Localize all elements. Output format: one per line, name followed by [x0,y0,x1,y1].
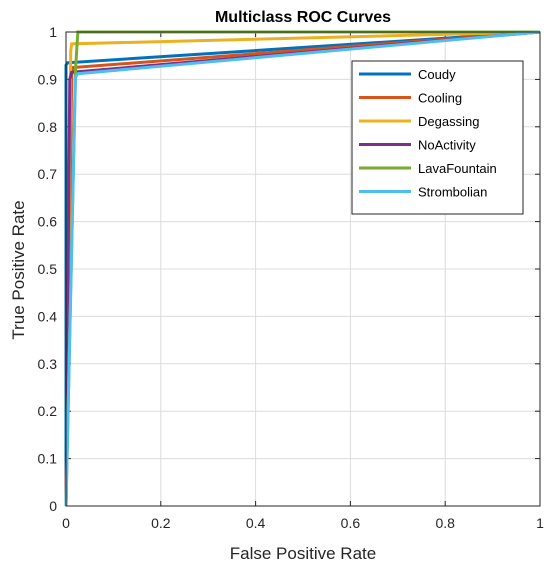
x-tick-label: 0.4 [246,515,266,531]
axes-box [65,31,541,507]
legend-label-lavafountain: LavaFountain [418,161,497,176]
x-tick-label: 0.6 [341,515,361,531]
y-tick-label: 0.5 [38,261,58,277]
y-tick-label: 0.1 [38,451,58,467]
roc-line-strombolian [64,30,541,507]
y-tick-label: 0.8 [38,119,58,135]
y-tick-label: 1 [49,24,57,40]
legend-label-noactivity: NoActivity [418,138,476,153]
legend-label-coudy: Coudy [418,67,456,82]
legend-box [351,60,524,215]
y-tick-label: 0.6 [38,214,58,230]
chart-title: Multiclass ROC Curves [215,9,391,26]
legend: Coudy Cooling Degassing NoActivity LavaFount… [351,60,524,215]
x-tick-label: 0.2 [151,515,171,531]
y-tick-label: 0.9 [38,71,58,87]
legend-label-cooling: Cooling [418,91,462,106]
y-tick-label: 0.3 [38,356,58,372]
x-axis-label: False Positive Rate [230,544,376,563]
legend-label-degassing: Degassing [418,114,479,129]
x-tick-label: 1 [536,515,544,531]
x-tick-label: 0.8 [435,515,455,531]
x-tick-label: 0 [62,515,70,531]
y-tick-label: 0.4 [38,308,58,324]
legend-label-strombolian: Strombolian [418,185,487,200]
y-tick-label: 0.2 [38,403,58,419]
y-axis-label: True Positive Rate [9,200,28,339]
y-tick-label: 0 [49,498,57,514]
y-tick-label: 0.7 [38,166,58,182]
